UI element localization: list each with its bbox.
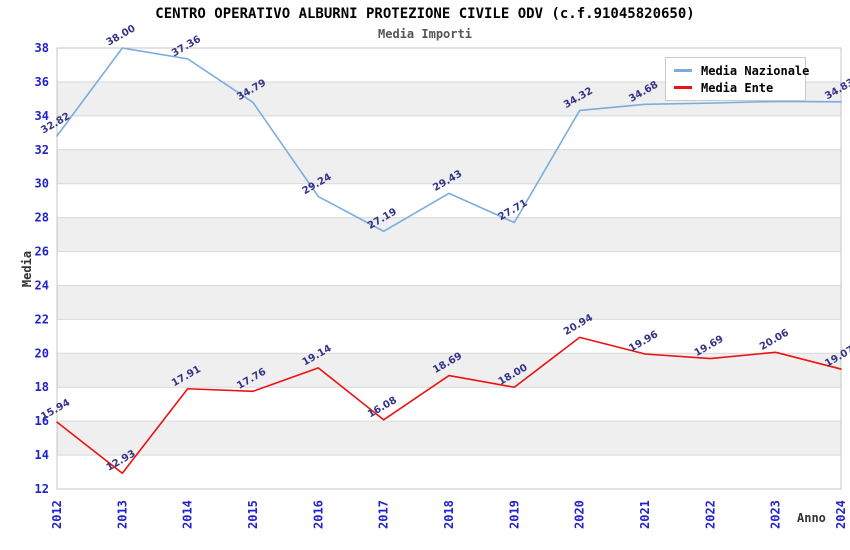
data-point-label: 20.06 (758, 327, 791, 352)
x-tick-label: 2018 (442, 500, 456, 529)
y-tick-label: 22 (35, 312, 49, 326)
plot-band (57, 421, 841, 456)
y-tick-label: 30 (35, 177, 49, 191)
x-tick-label: 2021 (638, 500, 652, 529)
y-tick-label: 18 (35, 380, 49, 394)
x-tick-label: 2012 (50, 500, 64, 529)
data-point-label: 19.96 (627, 329, 660, 354)
y-tick-label: 32 (35, 143, 49, 157)
chart-title: CENTRO OPERATIVO ALBURNI PROTEZIONE CIVI… (155, 6, 695, 22)
x-tick-label: 2020 (573, 500, 587, 529)
y-tick-label: 26 (35, 245, 49, 259)
plot-border (56, 47, 842, 490)
series-line-media-nazionale (56, 47, 842, 233)
x-tick-label: 2013 (115, 500, 129, 529)
x-tick-label: 2015 (246, 500, 260, 529)
legend-label-ente: Media Ente (701, 80, 774, 95)
legend-label-nazionale: Media Nazionale (701, 63, 810, 78)
plot-band (57, 149, 841, 184)
x-tick-label: 2024 (834, 500, 848, 529)
x-tick-label: 2016 (311, 500, 325, 529)
y-tick-label: 14 (35, 448, 49, 462)
y-tick-label: 34 (35, 109, 49, 123)
x-tick-label: 2022 (703, 500, 717, 529)
x-tick-label: 2014 (181, 500, 195, 529)
plot-band (57, 217, 841, 252)
y-tick-label: 28 (35, 211, 49, 225)
data-point-label: 16.08 (366, 395, 399, 420)
y-tick-label: 36 (35, 75, 49, 89)
x-axis-title: Anno (797, 511, 826, 525)
data-point-label: 15.94 (39, 397, 72, 422)
legend-item-media-nazionale: Media Nazionale (674, 62, 809, 79)
y-tick-label: 12 (35, 482, 49, 496)
series-line-media-ente (56, 336, 842, 475)
y-tick-label: 38 (35, 41, 49, 55)
chart-subtitle: Media Importi (378, 27, 472, 41)
y-tick-label: 16 (35, 414, 49, 428)
x-tick-label: 2019 (507, 500, 521, 529)
x-tick-label: 2023 (769, 500, 783, 529)
y-tick-label: 24 (35, 278, 49, 292)
legend-swatch-ente-icon (674, 86, 692, 89)
data-point-label: 38.00 (105, 23, 138, 48)
x-tick-label: 2017 (377, 500, 391, 529)
data-point-label: 37.36 (170, 34, 203, 59)
legend-swatch-nazionale-icon (674, 69, 692, 72)
plot-band (57, 285, 841, 320)
legend-item-media-ente: Media Ente (674, 79, 805, 96)
y-axis-title: Media (20, 250, 34, 288)
legend-box: Media Nazionale Media Ente (665, 57, 809, 101)
y-tick-label: 20 (35, 346, 49, 360)
